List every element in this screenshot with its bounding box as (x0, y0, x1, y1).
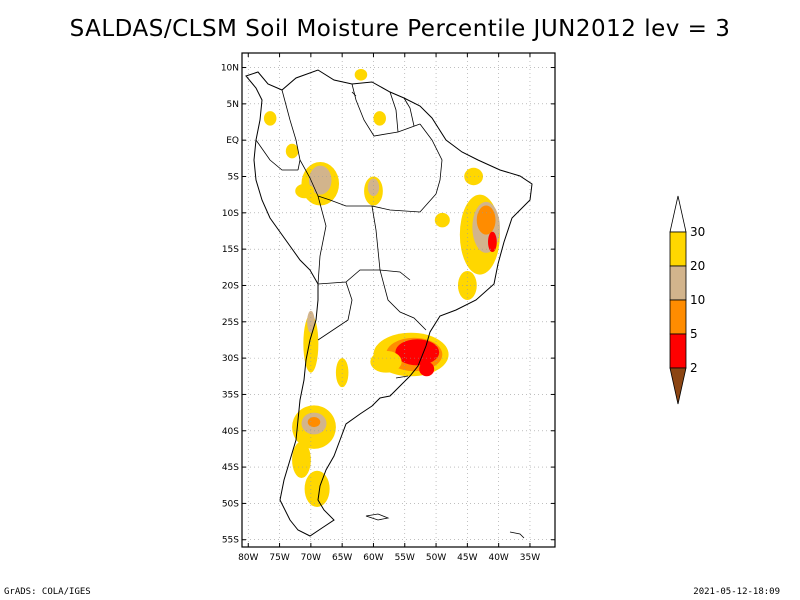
colorbar-label: 2 (690, 361, 698, 375)
colorbar-label: 30 (690, 225, 705, 239)
chart-title: SALDAS/CLSM Soil Moisture Percentile JUN… (69, 16, 731, 42)
tick-label-lat: 15S (222, 245, 239, 255)
colorbar-segment (669, 265, 687, 301)
percentile-region-c20_30 (304, 470, 330, 508)
tick-label-lat: 25S (222, 318, 239, 328)
tick-label-lat: 30S (222, 354, 239, 364)
percentile-region-c20_30 (354, 68, 368, 81)
tick-label-lat: 40S (222, 427, 239, 437)
footer-timestamp: 2021-05-12-18:09 (693, 587, 780, 597)
percentile-region-c10_20 (367, 178, 380, 197)
colorbar-label: 10 (690, 293, 705, 307)
tick-label-lon: 70W (301, 553, 321, 563)
tick-label-lat: 10S (222, 209, 239, 219)
percentile-region-c20_30 (370, 350, 402, 373)
colorbar: 30 20 10 5 2 (669, 195, 705, 405)
continent-outline (245, 69, 533, 537)
country-borders (255, 83, 443, 341)
tick-label-lat: 5N (227, 100, 239, 110)
percentile-region-c20_30 (295, 183, 314, 199)
tick-label-lat: 50S (222, 499, 239, 509)
tick-label-lon: 80W (238, 553, 258, 563)
percentile-region-c2_5 (488, 231, 497, 253)
tick-label-lat: 55S (222, 536, 239, 546)
percentile-region-c5_10 (307, 416, 321, 428)
tick-label-lat: 45S (222, 463, 239, 473)
colorbar-segment (669, 299, 687, 335)
percentile-region-c20_30 (292, 441, 311, 478)
tick-label-lon: 75W (269, 553, 289, 563)
percentile-region-c10_20 (308, 165, 332, 195)
tick-label-lat: 10N (221, 64, 239, 74)
percentile-region-c5_10 (476, 205, 496, 235)
colorbar-segment (669, 231, 687, 267)
tick-label-lat: EQ (226, 136, 239, 146)
island-details (351, 91, 525, 539)
coastlines-borders (245, 69, 533, 539)
map-frame (241, 52, 556, 548)
tick-label-lat: 5S (228, 173, 240, 183)
tick-label-lon: 60W (363, 553, 383, 563)
gridlines (242, 53, 555, 547)
colorbar-segment (669, 333, 687, 369)
tick-label-lon: 50W (426, 553, 446, 563)
percentile-region-c20_30 (263, 111, 277, 126)
colorbar-bottom-arrow (669, 367, 687, 405)
percentile-region-c20_30 (373, 111, 386, 126)
percentile-region-c20_30 (434, 212, 450, 228)
tick-label-lon: 40W (488, 553, 508, 563)
colorbar-label: 5 (690, 327, 698, 341)
tick-label-lon: 55W (395, 553, 415, 563)
percentile-region-c2_5 (419, 361, 435, 377)
tick-label-lon: 45W (457, 553, 477, 563)
percentile-region-c20_30 (285, 143, 299, 159)
tick-label-lon: 35W (520, 553, 540, 563)
percentile-region-c2_5 (395, 339, 440, 366)
percentile-region-c20_30 (464, 167, 484, 186)
percentile-region-c20_30 (335, 358, 349, 388)
tick-label-lon: 65W (332, 553, 352, 563)
footer-software-credit: GrADS: COLA/IGES (4, 587, 91, 597)
tick-label-lat: 20S (222, 281, 239, 291)
percentile-regions (263, 68, 500, 508)
colorbar-top-arrow (669, 195, 687, 233)
colorbar-label: 20 (690, 259, 705, 273)
axis-ticks: 80W 75W 70W 65W 60W 55W 50W 45W 40W 35W 10N 5N EQ 5S 1… (221, 53, 555, 563)
tick-label-lat: 35S (222, 390, 239, 400)
plot-border (241, 52, 556, 548)
